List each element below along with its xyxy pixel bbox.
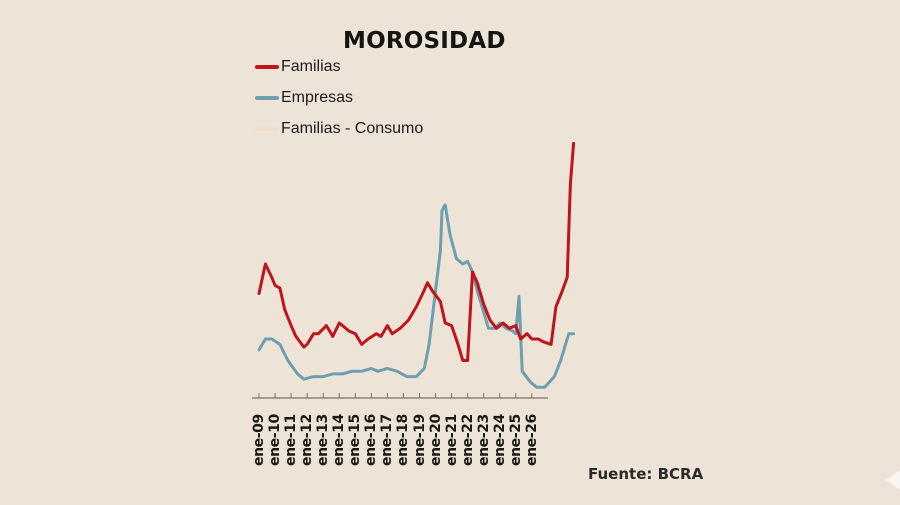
legend-swatch-familias-consumo bbox=[255, 127, 279, 131]
legend-item-familias-consumo: Familias - Consumo bbox=[255, 120, 423, 138]
x-axis-tick-label: ene-13 bbox=[315, 414, 332, 466]
source-note: Fuente: BCRA bbox=[588, 465, 704, 483]
legend-item-familias: Familias bbox=[255, 58, 341, 76]
legend-swatch-empresas bbox=[255, 96, 279, 100]
x-axis-tick-label: ene-14 bbox=[331, 414, 348, 466]
legend-label: Empresas bbox=[281, 89, 354, 106]
x-axis-tick-label: ene-18 bbox=[395, 414, 412, 466]
series-line-familias bbox=[257, 141, 576, 362]
legend-label: Familias - Consumo bbox=[281, 120, 424, 137]
x-axis-tick-label: ene-20 bbox=[427, 414, 444, 466]
legend-item-empresas: Empresas bbox=[255, 89, 353, 107]
corner-arrow-icon bbox=[886, 470, 900, 490]
legend-label: Familias bbox=[281, 58, 341, 75]
chart-title: MOROSIDAD bbox=[343, 28, 506, 54]
x-axis-tick-label: ene-15 bbox=[347, 414, 364, 466]
legend-swatch-familias bbox=[255, 65, 279, 69]
x-axis-tick-label: ene-22 bbox=[459, 414, 476, 466]
x-axis-tick-label: ene-26 bbox=[523, 414, 540, 466]
x-axis-tick-label: ene-24 bbox=[491, 414, 508, 466]
x-axis-tick-label: ene-25 bbox=[507, 414, 524, 466]
series-line-empresas bbox=[257, 203, 576, 389]
x-axis-tick-label: ene-10 bbox=[267, 414, 284, 466]
series-lines bbox=[257, 141, 576, 389]
x-axis-tick-label: ene-12 bbox=[299, 414, 316, 466]
x-axis-tick-label: ene-16 bbox=[363, 414, 380, 466]
x-axis-tick-label: ene-09 bbox=[251, 414, 267, 466]
x-axis-tick-label: ene-21 bbox=[443, 414, 460, 466]
x-axis-tick-label: ene-23 bbox=[475, 414, 492, 466]
x-axis-tick-label: ene-11 bbox=[283, 414, 300, 466]
x-axis-tick-label: ene-19 bbox=[411, 414, 428, 466]
x-axis-tick-label: ene-17 bbox=[379, 414, 396, 466]
x-axis-ticks bbox=[258, 393, 533, 398]
